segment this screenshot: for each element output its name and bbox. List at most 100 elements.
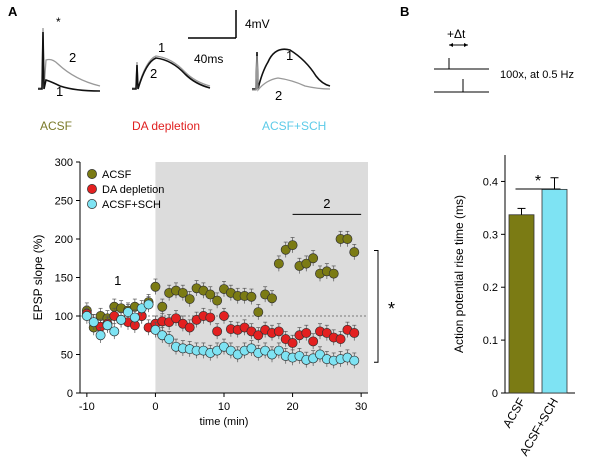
data-point: [150, 281, 161, 292]
trace-sch-curve-1: 1: [286, 48, 293, 63]
data-point: [308, 253, 319, 264]
data-point: [150, 324, 161, 335]
y-axis-label: EPSP slope (%): [31, 235, 45, 321]
data-point: [171, 313, 181, 324]
stimulation-protocol: +Δt 100x, at 0.5 Hz: [434, 27, 574, 93]
data-point: [246, 291, 257, 302]
data-point: [287, 338, 298, 348]
data-point: [267, 293, 277, 304]
data-point: [308, 336, 319, 347]
legend-label: DA depletion: [102, 184, 164, 196]
significance-star: *: [388, 299, 395, 319]
panel-label-b: B: [400, 4, 409, 19]
data-point: [273, 326, 284, 337]
data-point: [95, 330, 106, 341]
y-tick-label: 150: [55, 273, 73, 285]
data-point: [205, 289, 216, 300]
scale-bar-time: 40ms: [194, 52, 223, 66]
bar-y-tick-label: 0.4: [483, 176, 498, 188]
data-point: [157, 301, 168, 312]
trace-acsf: * 2 1 ACSF: [38, 15, 101, 133]
data-point: [184, 294, 195, 305]
trace-acsf-curve-2: 2: [69, 50, 76, 65]
data-point: [116, 314, 127, 325]
y-tick-label: 300: [55, 157, 73, 169]
data-point: [205, 312, 216, 323]
data-point: [109, 326, 120, 337]
data-point: [129, 312, 140, 323]
data-point: [123, 307, 133, 318]
x-tick-label: 0: [152, 401, 158, 413]
bar-y-tick-label: 0: [492, 388, 498, 400]
data-point: [212, 326, 223, 337]
data-point: [349, 247, 360, 258]
data-point: [164, 334, 175, 345]
data-point: [301, 258, 312, 269]
data-point: [143, 299, 154, 310]
trace-acsf-star: *: [56, 15, 61, 29]
significance-bracket: [374, 250, 379, 363]
data-points: [81, 230, 360, 369]
x-tick-label: 30: [355, 401, 367, 413]
data-point: [212, 295, 223, 306]
epsp-slope-chart: 0 50 100 150 200 250 300 -10 0 10 20 30 time (min) EP…: [31, 157, 395, 428]
data-point: [253, 307, 264, 318]
data-point: [219, 311, 229, 321]
data-point: [315, 349, 325, 360]
data-point: [335, 334, 346, 345]
bar-y-axis-label: Action potential rise time (ms): [452, 195, 466, 353]
trace-sch-label: ACSF+SCH: [262, 119, 326, 133]
scale-bar: 4mV 40ms: [188, 10, 270, 66]
data-point: [177, 287, 188, 298]
trace-acsf-label: ACSF: [40, 119, 72, 133]
data-point: [273, 258, 284, 269]
data-point: [349, 355, 360, 366]
bar-category-label: ACSF: [500, 396, 528, 431]
legend-label: ACSF: [102, 169, 132, 181]
trace-da-label: DA depletion: [132, 119, 200, 133]
data-point: [342, 234, 353, 244]
y-tick-label: 200: [55, 234, 73, 246]
annotation-baseline: 1: [114, 273, 121, 288]
data-point: [321, 327, 332, 338]
data-point: [287, 240, 298, 251]
bar-y-tick-label: 0.2: [483, 282, 498, 294]
bar: [508, 214, 535, 394]
y-tick-label: 100: [55, 311, 73, 323]
y-tick-label: 250: [55, 196, 73, 208]
panel-label-a: A: [8, 4, 18, 19]
bar-significance-star: *: [535, 173, 541, 190]
epsp-traces: * 2 1 ACSF 1 2 DA depletion 1 2 ACSF+SCH…: [38, 10, 331, 133]
data-point: [102, 320, 113, 331]
protocol-repeat-label: 100x, at 0.5 Hz: [500, 69, 574, 81]
x-axis-label: time (min): [200, 416, 249, 428]
x-tick-label: -10: [79, 401, 95, 413]
bar-y-tick-label: 0.1: [483, 335, 498, 347]
bar-y-tick-label: 0.3: [483, 229, 498, 241]
legend: ACSF DA depletion ACSF+SCH: [87, 169, 164, 211]
legend-marker: [87, 184, 97, 194]
annotation-late: 2: [323, 196, 330, 211]
bar: [541, 188, 568, 394]
data-point: [273, 345, 284, 356]
data-point: [81, 311, 92, 321]
legend-marker: [87, 199, 97, 209]
data-point: [246, 343, 257, 354]
trace-sch-curve-2: 2: [275, 88, 282, 103]
x-tick-label: 20: [286, 401, 298, 413]
legend-label: ACSF+SCH: [102, 199, 161, 211]
trace-acsf-sch: 1 2 ACSF+SCH: [252, 48, 331, 133]
data-point: [301, 327, 312, 338]
data-point: [328, 268, 339, 279]
x-tick-label: 10: [218, 401, 230, 413]
data-point: [184, 322, 195, 333]
protocol-delta-label: +Δt: [447, 27, 466, 41]
trace-da-depletion: 1 2 DA depletion: [132, 40, 211, 133]
trace-acsf-curve-1: 1: [56, 84, 63, 99]
data-point: [349, 327, 360, 338]
trace-da-curve-2: 2: [150, 66, 157, 81]
rise-time-bar-chart: 0 0.1 0.2 0.3 0.4 Action potential rise time …: [452, 155, 575, 458]
data-point: [88, 317, 99, 328]
y-tick-label: 50: [61, 350, 73, 362]
